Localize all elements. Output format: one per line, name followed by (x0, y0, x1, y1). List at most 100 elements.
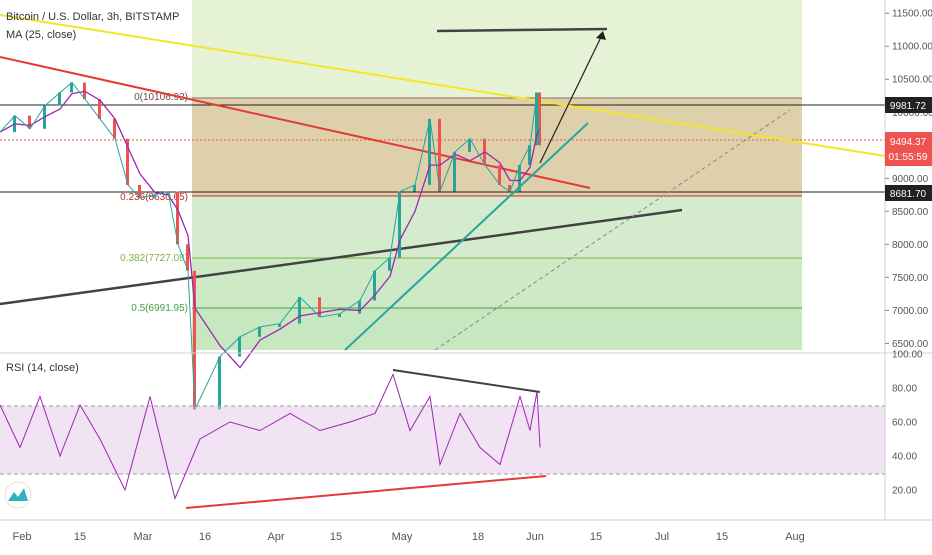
candle (193, 270, 196, 410)
candle (338, 313, 341, 317)
candle (373, 270, 376, 301)
support-price-tag-text: 8681.70 (890, 189, 927, 200)
red-trendline[interactable] (0, 56, 591, 189)
time-tick-label: Apr (267, 531, 284, 543)
fib-zone-0236-0382 (192, 196, 802, 258)
resistance-price-tag (885, 97, 932, 113)
candle (428, 118, 431, 185)
rsi-tick-label: 20.00 (892, 486, 917, 497)
candle (83, 82, 86, 99)
yellow-trendline[interactable] (0, 14, 886, 157)
price-tick-label: 7500.00 (892, 273, 929, 284)
support-price-tag (885, 185, 932, 201)
candle (126, 138, 129, 185)
ma-legend[interactable]: MA (25, close) (6, 29, 76, 41)
price-tick-label: 9000.00 (892, 174, 929, 185)
time-tick-label: Aug (785, 531, 805, 543)
fib-label-05: 0.5(6991.95) (131, 303, 188, 314)
candle (70, 82, 73, 93)
price-tick-label: 10000.00 (892, 108, 932, 119)
candle (166, 191, 169, 195)
rsi-tick-label: 40.00 (892, 452, 917, 463)
ma-line (0, 90, 541, 369)
countdown-tag-text: 01:55:59 (889, 152, 928, 163)
price-tick-label: 8500.00 (892, 207, 929, 218)
last-price-tag-text: 9494.37 (890, 137, 927, 148)
time-tick-label: 15 (590, 531, 602, 543)
dashed-trendline[interactable] (434, 109, 791, 351)
price-tick-label: 8000.00 (892, 240, 929, 251)
candle (528, 145, 531, 166)
candle (218, 356, 221, 410)
time-tick-label: Jul (655, 531, 669, 543)
candle (28, 115, 31, 129)
time-tick-label: May (392, 531, 413, 543)
candle (498, 165, 501, 185)
candle (508, 184, 511, 192)
price-tick-label: 6500.00 (892, 339, 929, 350)
candle (318, 297, 321, 317)
candle (453, 151, 456, 192)
candle (258, 326, 261, 337)
candle (238, 336, 241, 357)
price-line (0, 81, 541, 410)
rsi-tick-label: 60.00 (892, 418, 917, 429)
fib-zone-below-05 (192, 308, 802, 350)
time-tick-label: 18 (472, 531, 484, 543)
price-axis[interactable]: 11500.0011000.0010500.0010000.009500.009… (885, 9, 932, 350)
last-price-tag (885, 132, 932, 166)
tradingview-logo-icon[interactable] (4, 481, 32, 509)
candle (176, 191, 179, 245)
fib-label-0382: 0.382(7727.08) (120, 253, 188, 264)
resistance-price-tag-text: 9981.72 (890, 101, 927, 112)
candle (153, 194, 156, 199)
dark-trendline[interactable] (0, 208, 683, 306)
time-axis[interactable]: Feb 15 Mar 16 Apr 15 May 18 Jun 15 Jul 15 Aug (13, 531, 805, 543)
rsi-axis[interactable]: 100.00 80.00 60.00 40.00 20.00 (892, 350, 923, 497)
teal-trendline[interactable] (344, 122, 589, 351)
price-tick-label: 10500.00 (892, 75, 932, 86)
fib-zone-0382-05 (192, 258, 802, 308)
time-tick-label: 15 (74, 531, 86, 543)
candle (58, 92, 61, 106)
candle (113, 118, 116, 139)
candle (468, 138, 471, 152)
rsi-legend[interactable]: RSI (14, close) (6, 362, 79, 374)
time-tick-label: Jun (526, 531, 544, 543)
symbol-legend[interactable]: Bitcoin / U.S. Dollar, 3h, BITSTAMP (6, 11, 179, 23)
candle-series (13, 82, 541, 410)
candle (388, 257, 391, 271)
rsi-tick-label: 100.00 (892, 350, 923, 361)
rsi-divergence-bottom[interactable] (185, 475, 547, 509)
time-tick-label: 16 (199, 531, 211, 543)
candle (518, 165, 521, 192)
candle (186, 244, 189, 271)
candle (398, 191, 401, 258)
candle (138, 184, 141, 199)
candle (535, 92, 538, 146)
price-tick-label: 11000.00 (892, 42, 932, 53)
candle (98, 99, 101, 119)
target-line[interactable] (436, 27, 608, 33)
rsi-divergence-top[interactable] (392, 369, 541, 393)
rsi-tick-label: 80.00 (892, 384, 917, 395)
candle (413, 184, 416, 192)
projection-arrow[interactable] (539, 32, 604, 164)
time-tick-label: 15 (330, 531, 342, 543)
fib-zone-0-0236 (192, 98, 802, 196)
time-tick-label: 15 (716, 531, 728, 543)
fib-label-0: 0(10106.92) (134, 92, 188, 103)
price-tick-label: 7000.00 (892, 306, 929, 317)
candle (438, 118, 441, 192)
time-tick-label: Feb (13, 531, 32, 543)
arrow-head-icon (596, 31, 606, 40)
rsi-line (0, 372, 541, 501)
price-tick-label: 11500.00 (892, 9, 932, 20)
candle (278, 323, 281, 327)
time-tick-label: Mar (134, 531, 153, 543)
candle (538, 92, 541, 146)
candle (358, 300, 361, 314)
candle (298, 297, 301, 324)
